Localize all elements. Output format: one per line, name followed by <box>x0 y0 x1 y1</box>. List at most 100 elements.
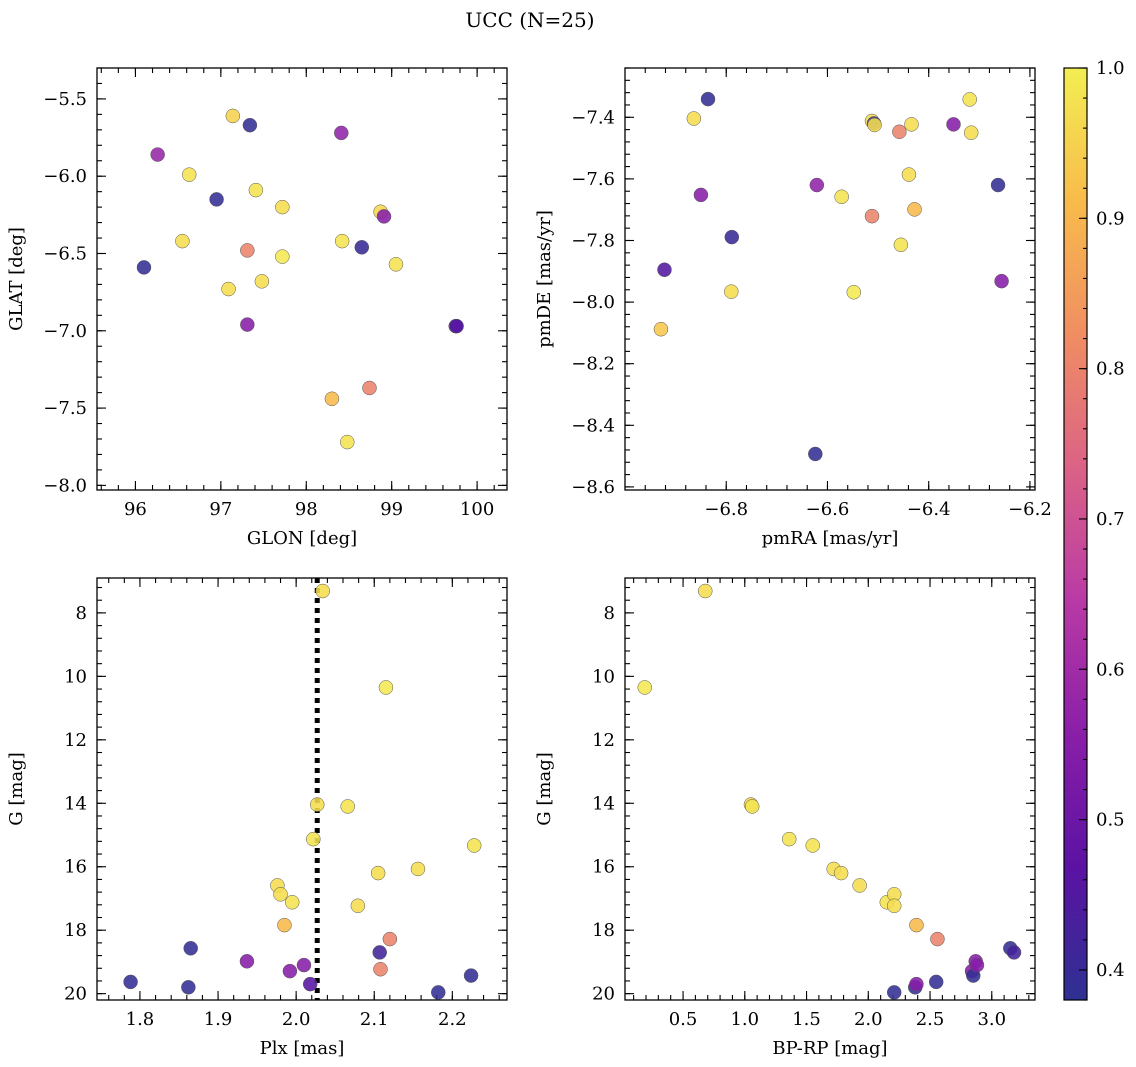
y-tick-label: 8 <box>604 603 615 624</box>
data-point <box>277 917 292 933</box>
data-point <box>248 182 264 198</box>
data-point <box>306 831 321 847</box>
panel-4: 0.5 1.0 1.5 2.0 2.5 3.0 8 10 12 14 16 18 20 BP-RP [ma… <box>534 577 1036 1059</box>
x-tick-label: 2.0 <box>854 1009 883 1030</box>
data-point <box>781 831 797 847</box>
panel-2: −6.8 −6.6 −6.4 −6.2 −7.4 −7.6 −7.8 −8.0 −8.2 −8.4… <box>534 67 1052 549</box>
data-point <box>463 968 479 983</box>
y-tick-label: 16 <box>64 857 87 878</box>
colorbar: 0.4 0.5 0.6 0.7 0.8 0.9 1.0 <box>1063 58 1125 1001</box>
x-tick-label: 2.5 <box>916 1009 945 1030</box>
data-point <box>886 985 902 1000</box>
y-tick-label: −6.5 <box>43 243 87 264</box>
data-point <box>315 583 330 599</box>
points-layer <box>123 578 482 1000</box>
data-point <box>833 865 849 881</box>
y-tick-label: 10 <box>64 666 87 687</box>
data-point <box>946 117 961 132</box>
y-tick-label: −7.5 <box>43 398 87 419</box>
data-point <box>240 243 255 258</box>
points-layer <box>653 91 1009 462</box>
data-point <box>382 931 398 947</box>
data-point <box>864 208 880 224</box>
data-point <box>805 838 820 853</box>
y-tick-label: −7.8 <box>571 230 615 251</box>
data-point <box>867 117 882 133</box>
data-point <box>302 976 318 992</box>
data-point <box>990 177 1006 193</box>
data-point <box>657 262 672 278</box>
x-tick-label: 2.0 <box>282 1009 311 1030</box>
data-point <box>183 941 198 956</box>
data-point <box>834 189 849 205</box>
data-point <box>324 391 340 407</box>
y-axis-label: pmDE [mas/yr] <box>534 210 555 348</box>
points-layer <box>637 583 1022 1000</box>
y-tick-label: 14 <box>64 793 87 814</box>
data-point <box>296 957 312 973</box>
data-point <box>637 680 653 695</box>
x-tick-label: −6.2 <box>1008 499 1052 520</box>
data-point <box>181 980 196 995</box>
x-tick-label: 2.1 <box>360 1009 389 1030</box>
y-tick-label: 10 <box>592 666 615 687</box>
x-tick-label: 98 <box>295 499 318 520</box>
x-tick-label: −6.6 <box>806 499 850 520</box>
data-point <box>362 380 377 396</box>
panel-3: 1.8 1.9 2.0 2.1 2.2 8 10 12 14 16 18 20 Plx [mas] G [… <box>6 577 508 1059</box>
y-tick-label: −8.0 <box>43 475 87 496</box>
data-point <box>969 957 985 973</box>
plot-frame <box>96 577 508 1001</box>
data-point <box>909 976 924 992</box>
data-point <box>150 147 165 162</box>
plot-frame <box>96 67 508 491</box>
data-point <box>239 954 255 969</box>
data-point <box>254 274 270 289</box>
data-point <box>909 917 924 933</box>
x-tick-label: 0.5 <box>669 1009 698 1030</box>
y-tick-label: 20 <box>592 984 615 1005</box>
data-point <box>309 797 325 812</box>
y-tick-label: −7.0 <box>43 321 87 342</box>
data-point <box>221 281 236 297</box>
y-tick-label: −7.4 <box>571 107 615 128</box>
x-tick-label: 1.5 <box>792 1009 821 1030</box>
x-tick-label: −6.8 <box>704 499 748 520</box>
plot-frame <box>624 577 1036 1001</box>
x-axis-label: BP-RP [mag] <box>772 1038 887 1059</box>
data-point <box>340 434 355 450</box>
data-point <box>893 237 909 253</box>
colorbar-tick-label: 0.5 <box>1096 810 1125 831</box>
data-point <box>175 233 190 249</box>
data-point <box>809 177 825 193</box>
y-tick-label: −7.6 <box>571 169 615 190</box>
data-point <box>225 108 241 124</box>
data-point <box>1006 945 1022 960</box>
colorbar-gradient <box>1063 67 1088 1001</box>
data-point <box>700 91 716 107</box>
x-tick-label: 3.0 <box>977 1009 1006 1030</box>
figure-title: UCC (N=25) <box>465 8 594 32</box>
data-point <box>282 963 298 979</box>
data-point <box>334 125 349 141</box>
data-point <box>901 167 917 182</box>
y-tick-label: −8.6 <box>571 477 615 498</box>
x-tick-label: 99 <box>380 499 403 520</box>
data-point <box>930 931 945 947</box>
data-point <box>372 945 387 960</box>
data-point <box>209 192 224 207</box>
data-point <box>907 202 922 217</box>
x-tick-label: 96 <box>124 499 147 520</box>
data-point <box>373 961 388 977</box>
y-tick-label: 14 <box>592 793 615 814</box>
data-point <box>808 446 823 462</box>
x-axis-label: Plx [mas] <box>260 1038 345 1059</box>
data-point <box>350 898 366 914</box>
plot-frame <box>624 67 1036 491</box>
data-point <box>340 799 355 814</box>
data-point <box>242 117 258 133</box>
data-point <box>123 974 138 990</box>
data-point <box>466 838 482 853</box>
data-point <box>904 117 919 132</box>
